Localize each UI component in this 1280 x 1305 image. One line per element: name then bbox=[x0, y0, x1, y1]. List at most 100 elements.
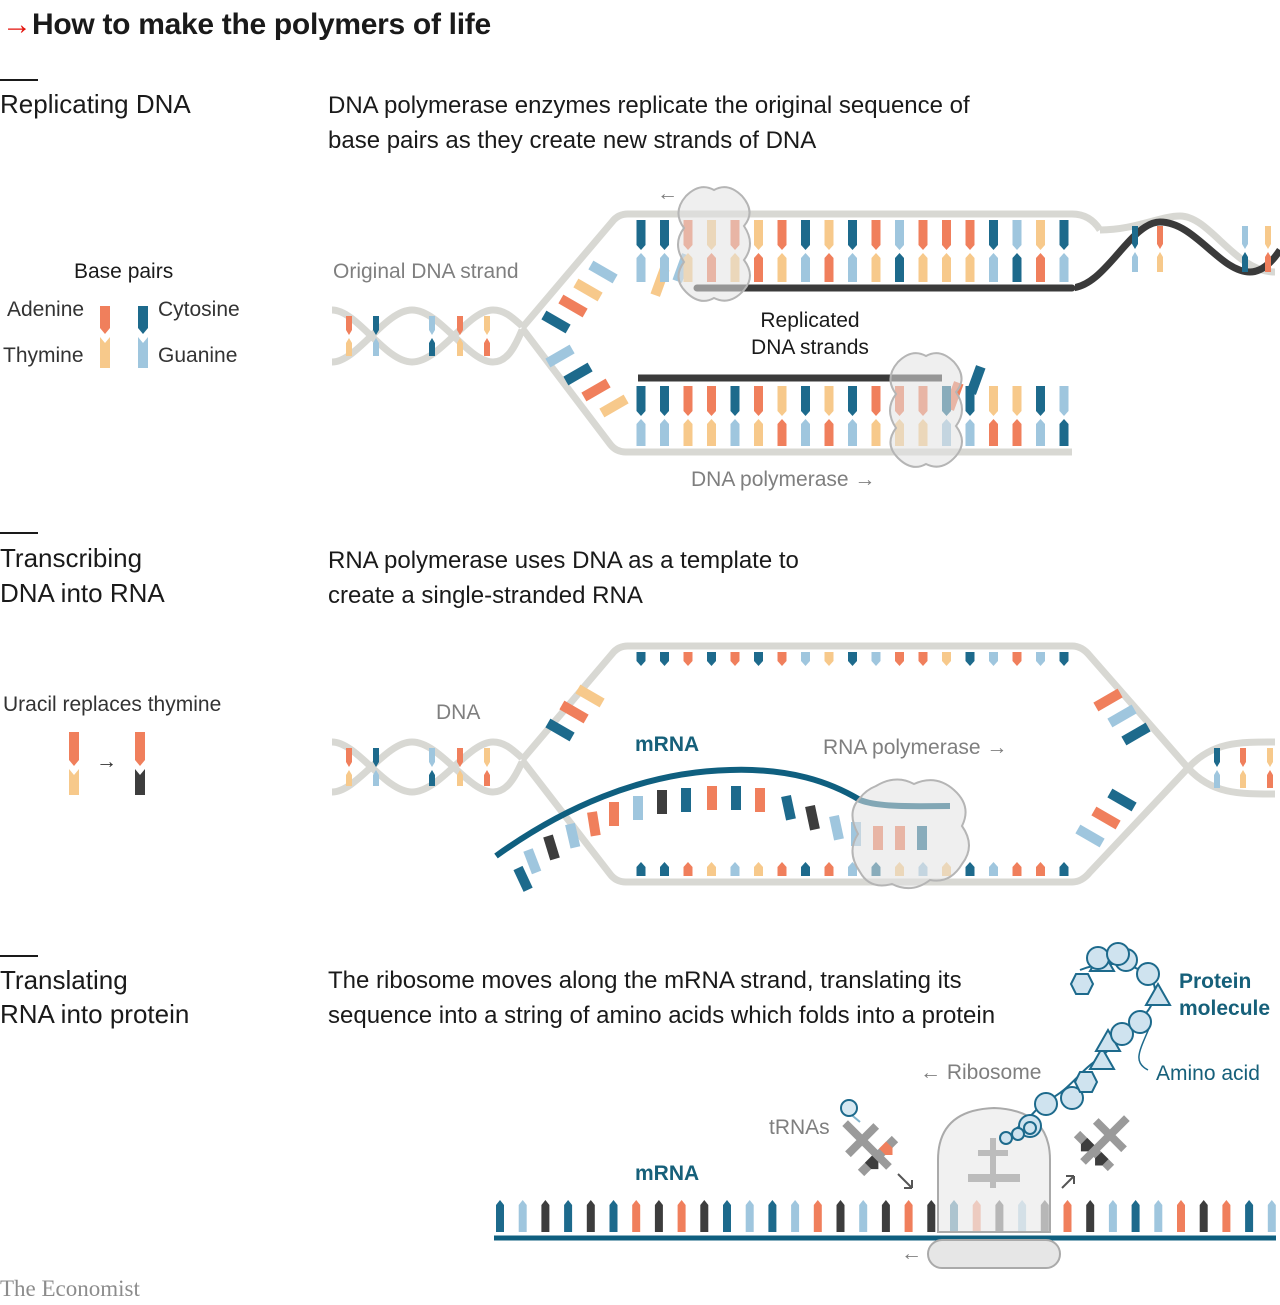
base bbox=[801, 386, 810, 416]
base bbox=[754, 253, 763, 282]
base bbox=[754, 419, 763, 446]
mrna-base bbox=[633, 796, 643, 820]
label-original-dna-strand: Original DNA strand bbox=[333, 260, 519, 283]
base bbox=[457, 338, 463, 356]
base bbox=[660, 220, 669, 250]
base bbox=[654, 1200, 663, 1232]
base bbox=[824, 220, 834, 250]
loose-base bbox=[588, 260, 618, 284]
base bbox=[346, 338, 352, 356]
loose-bases bbox=[545, 684, 1151, 848]
mrna-base bbox=[565, 822, 581, 849]
swatch-thymine bbox=[100, 337, 110, 368]
base bbox=[777, 419, 787, 446]
base bbox=[848, 862, 857, 876]
base bbox=[484, 748, 490, 767]
loose-base bbox=[545, 344, 575, 368]
label-amino-acid: Amino acid bbox=[1156, 1062, 1260, 1085]
base bbox=[457, 748, 463, 767]
mrna-base bbox=[851, 822, 861, 846]
base bbox=[1036, 220, 1045, 250]
base bbox=[609, 1200, 618, 1232]
loose-base bbox=[581, 378, 611, 402]
base bbox=[677, 1200, 686, 1232]
legend-thymine: Thymine bbox=[3, 344, 84, 367]
base bbox=[1108, 1200, 1117, 1232]
amino-acid-node bbox=[1069, 973, 1095, 995]
label-dna-polymerase: DNA polymerase → bbox=[691, 468, 876, 491]
mrna-base bbox=[781, 794, 796, 821]
base bbox=[457, 770, 463, 786]
mrna-codons bbox=[496, 1200, 1276, 1232]
mrna-base bbox=[707, 786, 717, 810]
section-description-translating: The ribosome moves along the mRNA strand… bbox=[328, 967, 996, 1029]
base bbox=[836, 1200, 845, 1232]
base bbox=[813, 1200, 822, 1232]
mrna-base bbox=[513, 865, 533, 892]
uracil-arrow-icon: → bbox=[96, 750, 117, 773]
amino-acid-node bbox=[840, 1099, 858, 1117]
base bbox=[824, 253, 834, 282]
amino-acid-node bbox=[1011, 1127, 1025, 1141]
mrna-base bbox=[543, 834, 560, 861]
legend-swatches bbox=[69, 306, 148, 795]
base bbox=[848, 253, 857, 282]
section-description-transcribing: RNA polymerase uses DNA as a template to… bbox=[328, 547, 799, 609]
base bbox=[871, 253, 881, 282]
base bbox=[777, 253, 787, 282]
base bbox=[1177, 1200, 1185, 1232]
title-arrow-icon: → bbox=[2, 8, 32, 41]
legend-cytosine: Cytosine bbox=[158, 298, 240, 321]
base bbox=[636, 652, 646, 666]
base bbox=[1267, 1200, 1276, 1232]
label-dna: DNA bbox=[436, 701, 481, 724]
loose-base bbox=[563, 362, 593, 386]
label-protein-line2: molecule bbox=[1179, 997, 1271, 1020]
base bbox=[700, 1200, 709, 1232]
label-mrna-translating: mRNA bbox=[635, 1162, 700, 1185]
base bbox=[848, 386, 857, 416]
base bbox=[707, 419, 716, 446]
label-replicated-line2: DNA strands bbox=[751, 336, 869, 359]
base bbox=[1240, 770, 1246, 788]
base bbox=[777, 220, 787, 250]
base bbox=[346, 748, 352, 767]
base bbox=[1012, 253, 1022, 282]
trna-outgoing bbox=[1073, 1115, 1130, 1172]
base bbox=[683, 419, 693, 446]
base bbox=[632, 1200, 641, 1232]
base bbox=[1059, 386, 1069, 416]
helix-backbone bbox=[331, 306, 525, 366]
base bbox=[660, 862, 669, 876]
base bbox=[541, 1200, 550, 1232]
base bbox=[429, 748, 435, 767]
amino-acid-node bbox=[1128, 1010, 1152, 1034]
base bbox=[918, 652, 928, 666]
mrna-base bbox=[731, 786, 741, 810]
base bbox=[989, 419, 998, 446]
base bbox=[965, 220, 975, 250]
base bbox=[1036, 419, 1045, 446]
base bbox=[754, 386, 763, 416]
base bbox=[895, 652, 904, 666]
ribosome-back-arrow-icon: ← bbox=[901, 1242, 922, 1265]
base bbox=[1132, 252, 1138, 272]
loose-base bbox=[599, 394, 629, 418]
amino-acid-pointer bbox=[1138, 1025, 1151, 1071]
base bbox=[989, 253, 998, 282]
base bbox=[1131, 1200, 1140, 1232]
base bbox=[965, 652, 975, 666]
legend-uracil-heading: Uracil replaces thymine bbox=[3, 693, 222, 716]
base bbox=[1157, 252, 1163, 272]
trna-in-ribosome bbox=[968, 1138, 1020, 1188]
base bbox=[429, 316, 435, 335]
amino-acid-node bbox=[999, 1131, 1013, 1145]
base bbox=[824, 419, 834, 446]
loose-base bbox=[1075, 824, 1105, 848]
base bbox=[1059, 652, 1069, 666]
base bbox=[859, 1200, 868, 1232]
ribosome-small-subunit bbox=[927, 1239, 1061, 1269]
loose-base bbox=[1093, 688, 1123, 712]
label-ribosome: ← Ribosome bbox=[920, 1061, 1042, 1084]
base bbox=[683, 862, 693, 876]
